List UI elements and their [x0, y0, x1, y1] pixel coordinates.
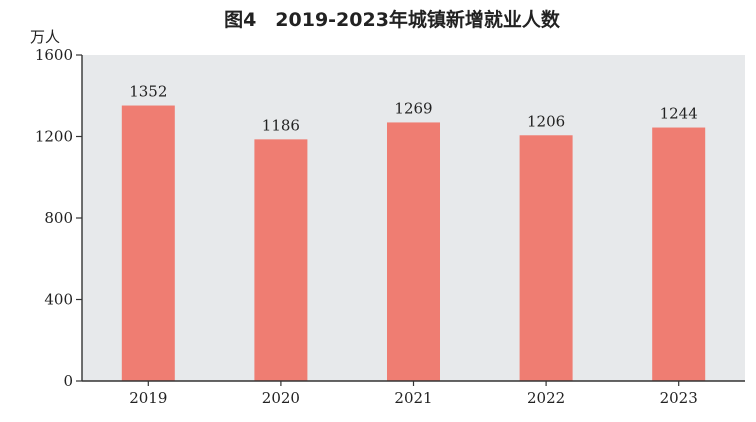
bar-2022 [519, 135, 573, 381]
data-label-2021: 1269 [394, 99, 432, 117]
bar-2021 [387, 122, 440, 381]
y-tick-label: 0 [63, 372, 73, 390]
x-tick-label: 2019 [129, 389, 167, 407]
y-axis-unit-label: 万人 [30, 28, 60, 46]
data-label-2022: 1206 [527, 112, 565, 130]
data-label-2020: 1186 [262, 116, 300, 134]
y-tick-label: 400 [44, 291, 73, 309]
y-tick-label: 1200 [35, 128, 73, 146]
x-axis-ticks: 2019 2020 2021 2022 2023 [129, 381, 698, 407]
y-tick-label: 800 [44, 209, 73, 227]
bar-2019 [121, 105, 175, 381]
y-tick-label: 1600 [35, 46, 73, 64]
chart-title: 图4 2019-2023年城镇新增就业人数 [224, 8, 561, 31]
bars-group: 1352 1186 1269 1206 1244 [121, 83, 706, 381]
x-tick-label: 2022 [527, 389, 565, 407]
x-tick-label: 2020 [262, 389, 300, 407]
bar-2020 [254, 139, 308, 381]
y-axis-ticks: 0 400 800 1200 1600 [35, 46, 82, 390]
x-tick-label: 2023 [660, 389, 698, 407]
x-tick-label: 2021 [394, 389, 432, 407]
data-label-2019: 1352 [129, 83, 167, 101]
data-label-2023: 1244 [660, 105, 698, 123]
bar-2023 [652, 127, 706, 381]
